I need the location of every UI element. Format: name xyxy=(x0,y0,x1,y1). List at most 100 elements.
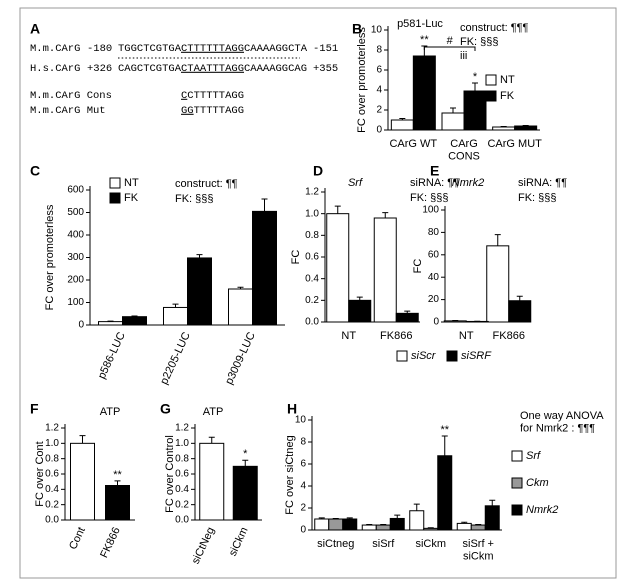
bar xyxy=(441,112,465,131)
chart-title: Nmrk2 xyxy=(452,177,484,189)
y-tick-label: 0.0 xyxy=(305,317,319,328)
error-bar xyxy=(196,254,203,258)
bar xyxy=(232,465,258,521)
bracket-label: # xyxy=(447,35,454,47)
seq-name: M.m.CArG xyxy=(30,43,80,55)
bar xyxy=(328,518,344,531)
y-tick-label: 0.0 xyxy=(45,515,59,526)
y-tick-label: 1.2 xyxy=(45,423,59,434)
error-bar xyxy=(472,82,478,91)
seq-start: -180 xyxy=(87,43,112,55)
panel-label: A xyxy=(30,21,40,37)
bar xyxy=(348,299,372,323)
seq-start: +326 xyxy=(87,63,112,75)
y-tick-label: 100 xyxy=(422,205,439,216)
y-tick-label: 300 xyxy=(67,252,84,263)
legend-label: NT xyxy=(500,74,515,86)
x-tick-label: FK866 xyxy=(493,330,525,342)
seq-pre: TGGCTCGTGA xyxy=(118,43,182,55)
annotation: FK: §§§ xyxy=(460,36,499,48)
y-tick-label: 60 xyxy=(428,249,440,260)
y-tick-label: 6 xyxy=(376,65,382,76)
variant-name: M.m.CArG Cons xyxy=(30,90,112,102)
legend-label: FK xyxy=(500,90,515,102)
error-bar xyxy=(441,435,448,456)
y-tick-label: 0.2 xyxy=(305,295,319,306)
error-bar xyxy=(450,107,456,113)
bar xyxy=(456,522,472,531)
bar xyxy=(390,119,414,131)
legend-swatch xyxy=(485,74,497,86)
x-tick-label: NT xyxy=(459,330,474,342)
variant-rest: TTTTTAGG xyxy=(194,105,244,117)
y-axis-label: FC xyxy=(290,250,302,265)
y-tick-label: 0.4 xyxy=(45,484,59,495)
variant-change: GG xyxy=(181,105,194,117)
y-axis-label: FC over siCtneg xyxy=(284,435,296,514)
variant-rest: CTTTTTAGG xyxy=(187,90,244,102)
panel-label: E xyxy=(430,163,439,179)
error-bar xyxy=(399,118,406,120)
error-bar xyxy=(332,517,339,519)
y-tick-label: 0.0 xyxy=(175,515,189,526)
y-tick-label: 10 xyxy=(295,415,307,426)
y-tick-label: 1.0 xyxy=(175,438,189,449)
y-tick-label: 10 xyxy=(371,25,383,36)
legend-label: Ckm xyxy=(526,477,549,489)
y-tick-label: 20 xyxy=(428,294,440,305)
x-tick-label: siCtNeg xyxy=(190,525,217,566)
bar xyxy=(423,527,439,531)
y-tick-label: 1.0 xyxy=(45,438,59,449)
chart-title: ATP xyxy=(203,406,224,418)
bar xyxy=(409,510,425,531)
legend-label: NT xyxy=(124,177,139,189)
bar xyxy=(463,90,487,131)
error-bar xyxy=(114,480,121,486)
legend-label: siScr xyxy=(411,350,437,362)
seq-motif: CTAATTTAGG xyxy=(181,63,244,75)
panel-label: D xyxy=(313,163,323,179)
error-bar xyxy=(382,212,389,218)
panel-label: F xyxy=(30,401,39,417)
significance: ** xyxy=(113,469,122,481)
bar xyxy=(228,288,253,326)
y-tick-label: 2 xyxy=(300,503,306,514)
error-bar xyxy=(208,436,215,444)
error-bar xyxy=(242,459,249,467)
bar xyxy=(98,321,123,326)
y-tick-label: 80 xyxy=(428,227,440,238)
error-bar xyxy=(475,524,482,526)
legend-swatch xyxy=(446,350,458,362)
variant-change: C xyxy=(181,90,187,102)
bar xyxy=(470,524,486,531)
legend-swatch xyxy=(511,450,523,462)
bar xyxy=(389,517,405,531)
bar xyxy=(122,316,147,326)
legend-label: FK xyxy=(124,192,139,204)
error-bar xyxy=(261,198,268,212)
y-tick-label: 0.6 xyxy=(45,469,59,480)
y-axis-label: FC over Control xyxy=(164,435,176,513)
legend-swatch xyxy=(485,90,497,102)
y-tick-label: 0.6 xyxy=(175,469,189,480)
y-tick-label: 0.4 xyxy=(305,273,319,284)
seq-end: -151 xyxy=(313,43,338,55)
significance: ** xyxy=(420,34,429,46)
error-bar xyxy=(318,517,325,519)
seq-pre: CAGCTCGTGA xyxy=(118,63,182,75)
error-bar xyxy=(516,295,523,301)
chart-title: p581-Luc xyxy=(397,18,443,30)
bar xyxy=(163,306,188,326)
error-bar xyxy=(366,524,373,526)
annotation: One way ANOVA for Nmrk2 : ¶¶¶ xyxy=(520,410,604,435)
y-tick-label: 500 xyxy=(67,207,84,218)
y-tick-label: 400 xyxy=(67,230,84,241)
bar xyxy=(486,245,510,323)
bar xyxy=(199,442,225,521)
bar xyxy=(492,126,516,131)
annotation: iii xyxy=(460,50,467,62)
annotation: siRNA: ¶¶ xyxy=(518,177,567,189)
bar xyxy=(361,524,377,531)
bar xyxy=(342,518,358,531)
